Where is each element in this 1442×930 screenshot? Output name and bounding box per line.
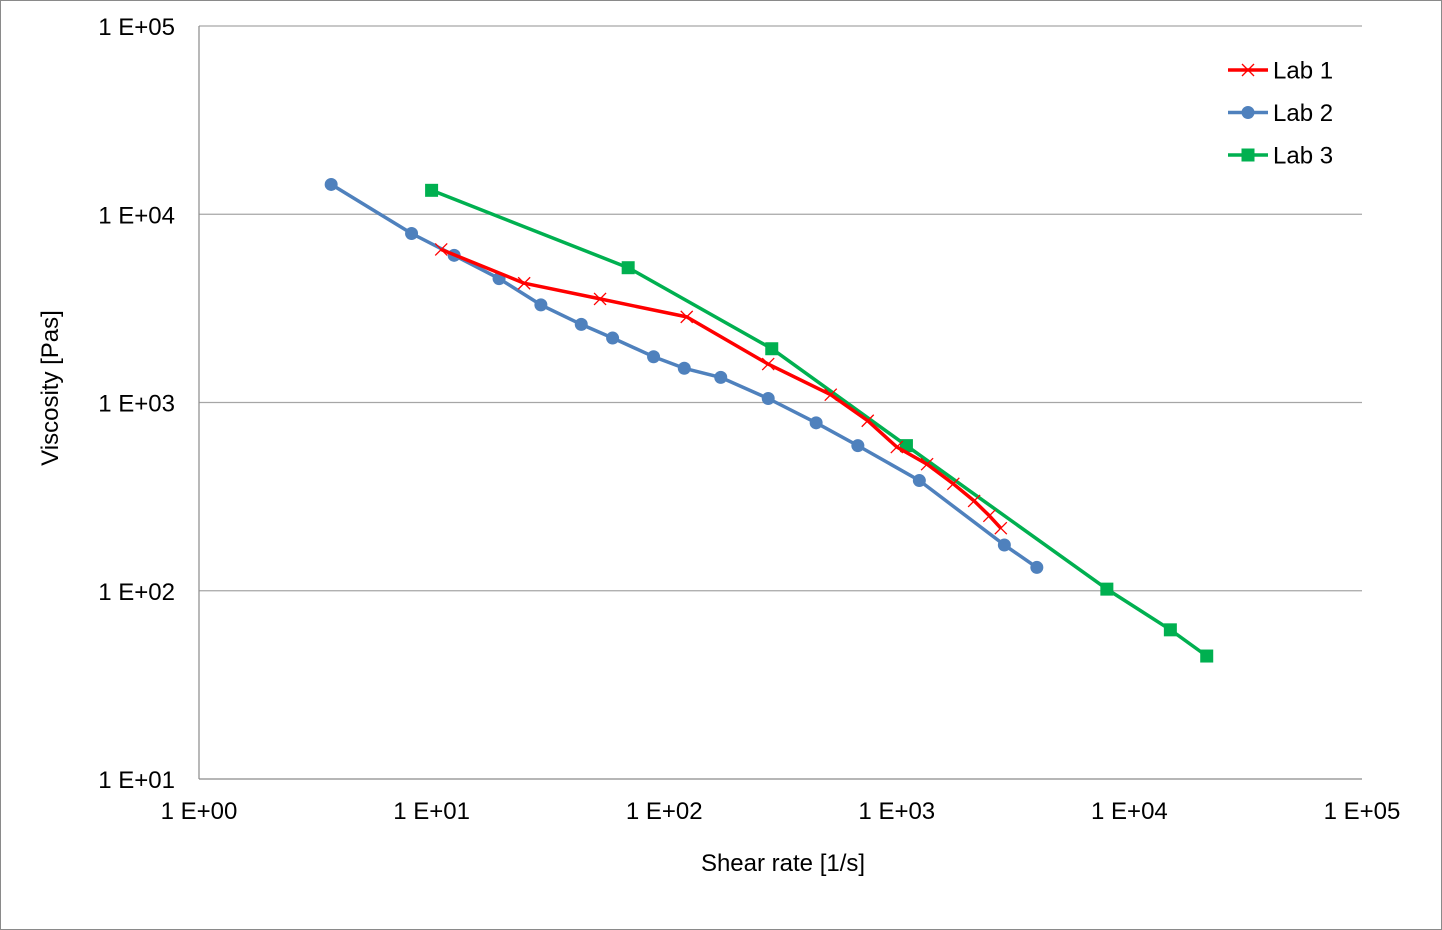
legend-label-lab-1: Lab 1 [1273, 58, 1333, 85]
y-tick-label: 1 E+02 [98, 579, 175, 606]
x-tick-label: 1 E+02 [626, 798, 703, 825]
data-point-lab-1 [761, 357, 775, 371]
legend-item-lab-3: Lab 3 [1228, 143, 1333, 170]
data-point-lab-2 [534, 298, 548, 312]
data-point-lab-1 [680, 310, 694, 324]
data-point-lab-1 [861, 414, 875, 428]
data-point-lab-1 [967, 494, 981, 508]
data-point-lab-1 [434, 243, 448, 256]
data-point-lab-1 [994, 521, 1008, 535]
y-tick-label: 1 E+04 [98, 202, 175, 229]
y-axis-title: Viscosity [Pas] [37, 310, 64, 466]
data-point-lab-2 [714, 370, 728, 384]
data-point-lab-1 [982, 509, 996, 523]
x-tick-label: 1 E+01 [393, 798, 470, 825]
data-point-lab-2 [677, 361, 691, 375]
data-point-lab-1 [593, 292, 607, 306]
data-point-lab-2 [1030, 560, 1044, 574]
series-lab-2 [324, 177, 1044, 574]
data-point-lab-2 [851, 439, 865, 453]
series-layer [324, 177, 1214, 663]
x-tick-labels: 1 E+00 1 E+01 1 E+02 1 E+03 1 E+04 1 E+05 [161, 798, 1401, 825]
data-point-lab-3 [621, 261, 635, 275]
legend-item-lab-1: Lab 1 [1228, 58, 1333, 85]
x-tick-label: 1 E+03 [858, 798, 935, 825]
x-tick-label: 1 E+00 [161, 798, 238, 825]
data-point-lab-1 [920, 457, 934, 471]
y-tick-labels: 1 E+01 1 E+02 1 E+03 1 E+04 1 E+05 [98, 14, 175, 794]
series-lab-1 [434, 243, 1008, 535]
data-point-lab-3 [765, 342, 779, 356]
data-point-lab-1 [890, 440, 904, 454]
legend-label-lab-3: Lab 3 [1273, 143, 1333, 170]
data-point-lab-3 [425, 183, 439, 197]
series-lab-3 [425, 183, 1214, 663]
x-axis-title: Shear rate [1/s] [701, 850, 865, 877]
data-point-lab-2 [809, 416, 823, 430]
data-point-lab-2 [647, 350, 661, 364]
x-tick-label: 1 E+04 [1091, 798, 1168, 825]
y-tick-label: 1 E+05 [98, 14, 175, 41]
data-point-lab-1 [517, 276, 531, 290]
data-point-lab-2 [997, 538, 1011, 552]
gridlines [199, 25, 1362, 592]
data-point-lab-2 [912, 474, 926, 488]
data-point-lab-1 [824, 388, 838, 402]
legend-marker-lab-2 [1241, 106, 1255, 119]
data-point-lab-3 [1200, 649, 1214, 663]
data-point-lab-2 [761, 392, 775, 406]
data-point-lab-1 [946, 477, 960, 491]
data-point-lab-2 [324, 177, 338, 191]
legend-item-lab-2: Lab 2 [1228, 100, 1333, 127]
series-line-lab-2 [330, 182, 1038, 569]
y-tick-label: 1 E+03 [98, 391, 175, 418]
legend: Lab 1 Lab 2 Lab 3 [1228, 58, 1333, 170]
legend-marker-lab-3 [1241, 148, 1255, 162]
data-point-lab-2 [606, 331, 620, 345]
legend-marker-lab-1 [1241, 63, 1255, 77]
axes [198, 26, 1362, 780]
data-point-lab-3 [1163, 623, 1177, 637]
y-tick-label: 1 E+01 [98, 767, 175, 794]
x-tick-label: 1 E+05 [1324, 798, 1401, 825]
data-point-lab-2 [405, 227, 419, 241]
data-point-lab-3 [1100, 582, 1114, 596]
data-point-lab-2 [574, 317, 588, 331]
legend-label-lab-2: Lab 2 [1273, 100, 1333, 127]
